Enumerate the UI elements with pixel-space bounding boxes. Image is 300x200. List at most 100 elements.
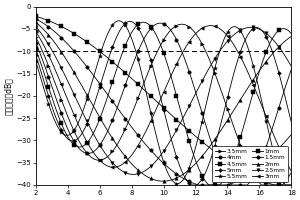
3.5mm — [183, 23, 186, 26]
Line: 4mm: 4mm — [34, 21, 293, 187]
3.5mm — [197, 37, 201, 40]
4mm — [158, 22, 162, 24]
3mm — [189, 38, 193, 41]
5mm — [228, 86, 232, 88]
2.5mm — [189, 101, 193, 103]
5mm — [50, 104, 53, 106]
1mm — [290, 184, 293, 186]
2mm — [228, 115, 232, 118]
3mm — [254, 90, 258, 93]
5mm — [255, 26, 258, 29]
5.5mm — [50, 111, 53, 113]
5mm — [183, 175, 186, 178]
2mm — [50, 37, 53, 39]
5mm — [197, 182, 201, 184]
2.5mm — [228, 37, 232, 40]
Line: 3.5mm: 3.5mm — [34, 22, 293, 187]
Line: 2mm: 2mm — [34, 21, 293, 183]
Legend: 3.5mm, 4mm, 4.5mm, 5mm, 5.5mm, 1mm, 1.5mm, 2mm, 2.5mm, 3mm: 3.5mm, 4mm, 4.5mm, 5mm, 5.5mm, 1mm, 1.5m… — [212, 146, 288, 182]
1.5mm — [197, 184, 200, 186]
4.5mm — [255, 80, 258, 82]
2mm — [161, 180, 165, 182]
4mm — [290, 68, 293, 71]
3mm — [290, 170, 293, 172]
2.5mm — [254, 27, 258, 29]
Line: 1mm: 1mm — [34, 14, 293, 187]
1mm — [228, 161, 231, 163]
1mm — [50, 21, 53, 23]
5.5mm — [284, 184, 287, 186]
4.5mm — [197, 168, 201, 170]
1.5mm — [228, 183, 232, 185]
1mm — [182, 125, 186, 128]
2mm — [197, 159, 201, 161]
3.5mm — [180, 23, 184, 25]
2mm — [254, 74, 258, 77]
3mm — [197, 30, 200, 32]
4.5mm — [183, 124, 186, 126]
4mm — [197, 101, 201, 104]
4.5mm — [290, 33, 293, 35]
4mm — [34, 42, 38, 44]
3.5mm — [290, 171, 293, 174]
2mm — [183, 172, 186, 175]
4.5mm — [141, 21, 145, 23]
3mm — [34, 30, 38, 33]
5.5mm — [117, 20, 121, 22]
4mm — [228, 182, 232, 184]
3.5mm — [228, 115, 232, 117]
1mm — [197, 138, 200, 140]
5mm — [34, 54, 38, 56]
3mm — [209, 24, 212, 27]
5.5mm — [254, 76, 258, 78]
5mm — [128, 20, 132, 23]
5.5mm — [290, 184, 293, 186]
Line: 5mm: 5mm — [34, 20, 293, 186]
4mm — [189, 77, 193, 79]
3.5mm — [34, 36, 38, 38]
1mm — [254, 176, 258, 179]
4mm — [183, 57, 186, 59]
Y-axis label: 反射损耗（dB）: 反射损耗（dB） — [4, 77, 13, 115]
4.5mm — [189, 146, 193, 149]
1mm — [272, 184, 276, 186]
1.5mm — [50, 28, 53, 30]
4.5mm — [50, 94, 53, 97]
1.5mm — [254, 168, 258, 171]
Line: 1.5mm: 1.5mm — [34, 17, 293, 187]
3mm — [228, 38, 232, 40]
1.5mm — [34, 18, 38, 20]
1mm — [189, 131, 193, 133]
3mm — [50, 60, 53, 62]
5.5mm — [183, 177, 186, 179]
4mm — [255, 170, 258, 172]
5.5mm — [189, 161, 193, 163]
4.5mm — [228, 166, 232, 168]
2.5mm — [197, 86, 201, 88]
4.5mm — [207, 184, 211, 186]
2mm — [34, 21, 38, 23]
5mm — [190, 184, 194, 186]
2mm — [290, 35, 293, 38]
2.5mm — [50, 48, 53, 50]
3.5mm — [50, 72, 53, 74]
5mm — [290, 121, 293, 123]
2.5mm — [131, 173, 135, 176]
Line: 2.5mm: 2.5mm — [34, 25, 293, 176]
2.5mm — [183, 114, 186, 116]
4mm — [50, 84, 53, 86]
3.5mm — [260, 184, 263, 186]
3mm — [182, 49, 186, 51]
3.5mm — [189, 27, 193, 30]
3.5mm — [254, 177, 258, 179]
5.5mm — [34, 60, 38, 62]
1mm — [34, 15, 38, 17]
5.5mm — [197, 134, 201, 136]
1.5mm — [197, 184, 201, 186]
Line: 3mm: 3mm — [34, 24, 293, 173]
4mm — [230, 184, 234, 186]
Line: 5.5mm: 5.5mm — [34, 19, 293, 187]
1.5mm — [290, 133, 293, 136]
2.5mm — [290, 65, 293, 68]
5mm — [189, 184, 193, 186]
